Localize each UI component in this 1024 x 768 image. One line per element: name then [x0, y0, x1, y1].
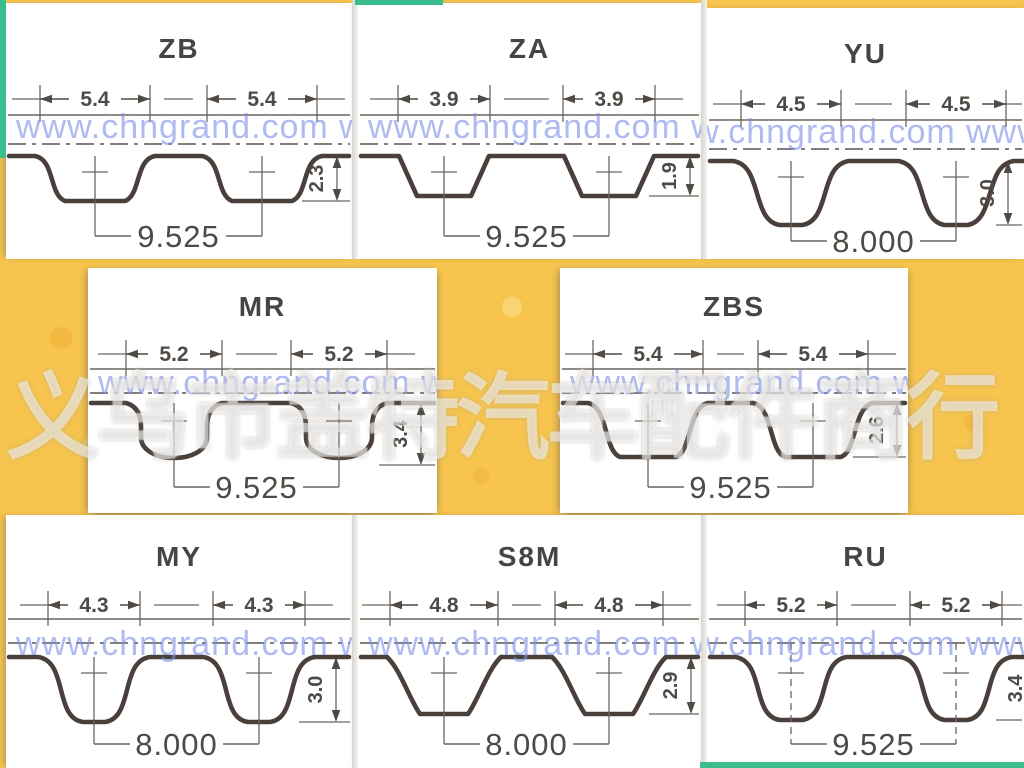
- panel-title: ZBS: [703, 291, 765, 322]
- svg-text:5.2: 5.2: [159, 343, 188, 366]
- accent-strip-left: [0, 0, 6, 158]
- panel-title: ZB: [158, 33, 200, 64]
- svg-text:8.000: 8.000: [135, 727, 218, 762]
- accent-strip-top: [355, 0, 443, 5]
- svg-text:4.5: 4.5: [941, 93, 971, 116]
- panel-title: YU: [844, 38, 887, 69]
- svg-text:2.3: 2.3: [306, 165, 328, 193]
- panel-title: MY: [156, 541, 202, 572]
- belt-profile-diagram: 5.4 5.4 9.525 2.3: [6, 85, 352, 254]
- svg-text:3.9: 3.9: [594, 88, 623, 111]
- svg-text:4.8: 4.8: [429, 594, 459, 617]
- panel-gap: [352, 0, 358, 259]
- accent-strip-bottom: [700, 762, 1024, 768]
- svg-text:5.4: 5.4: [633, 343, 663, 366]
- svg-text:4.5: 4.5: [776, 93, 806, 116]
- svg-text:3.4: 3.4: [1005, 674, 1024, 703]
- svg-text:4.8: 4.8: [594, 594, 624, 617]
- panel-title: MR: [238, 291, 287, 322]
- svg-text:3.0: 3.0: [305, 676, 327, 704]
- svg-text:8.000: 8.000: [832, 224, 915, 259]
- svg-text:9.525: 9.525: [832, 727, 915, 762]
- svg-text:4.3: 4.3: [79, 594, 108, 617]
- panel-title: ZA: [508, 33, 551, 64]
- svg-text:8.000: 8.000: [485, 727, 568, 762]
- svg-text:1.9: 1.9: [659, 162, 681, 190]
- svg-text:5.2: 5.2: [776, 594, 805, 617]
- svg-text:2.6: 2.6: [866, 416, 888, 444]
- panel-title: S8M: [497, 541, 562, 572]
- belt-profile-diagram: 3.9 3.9 9.525 1.9: [358, 85, 701, 254]
- svg-text:5.4: 5.4: [798, 343, 828, 366]
- panel-gap: [352, 515, 358, 768]
- svg-text:3.4: 3.4: [390, 419, 412, 448]
- belt-profile-diagram: 4.5 4.5 8.000 3.0: [707, 90, 1024, 259]
- panel-gap: [701, 0, 707, 259]
- svg-text:5.2: 5.2: [324, 343, 353, 366]
- svg-text:4.3: 4.3: [244, 594, 273, 617]
- svg-text:9.525: 9.525: [689, 470, 772, 505]
- svg-text:9.525: 9.525: [485, 219, 568, 254]
- svg-text:3.9: 3.9: [429, 88, 458, 111]
- belt-profile-diagram: 5.2 5.2 9.525 3.4: [88, 340, 437, 505]
- svg-text:5.4: 5.4: [80, 88, 110, 111]
- svg-text:9.525: 9.525: [215, 470, 298, 505]
- belt-profile-diagram: 5.4 5.4 9.525 2.6: [560, 340, 908, 505]
- svg-text:3.0: 3.0: [977, 179, 999, 207]
- belt-profile-diagram: 4.3 4.3 8.000 3.0: [6, 591, 352, 762]
- belt-profile-diagram: 5.2 5.2 9.525 3.4: [707, 591, 1024, 762]
- panel-gap: [701, 515, 707, 768]
- svg-text:5.2: 5.2: [941, 594, 970, 617]
- belt-profile-diagram: 4.8 4.8 8.000 2.9: [358, 591, 701, 762]
- svg-text:5.4: 5.4: [247, 88, 277, 111]
- panel-title: RU: [843, 541, 888, 572]
- svg-text:2.9: 2.9: [660, 672, 682, 700]
- svg-text:9.525: 9.525: [137, 219, 220, 254]
